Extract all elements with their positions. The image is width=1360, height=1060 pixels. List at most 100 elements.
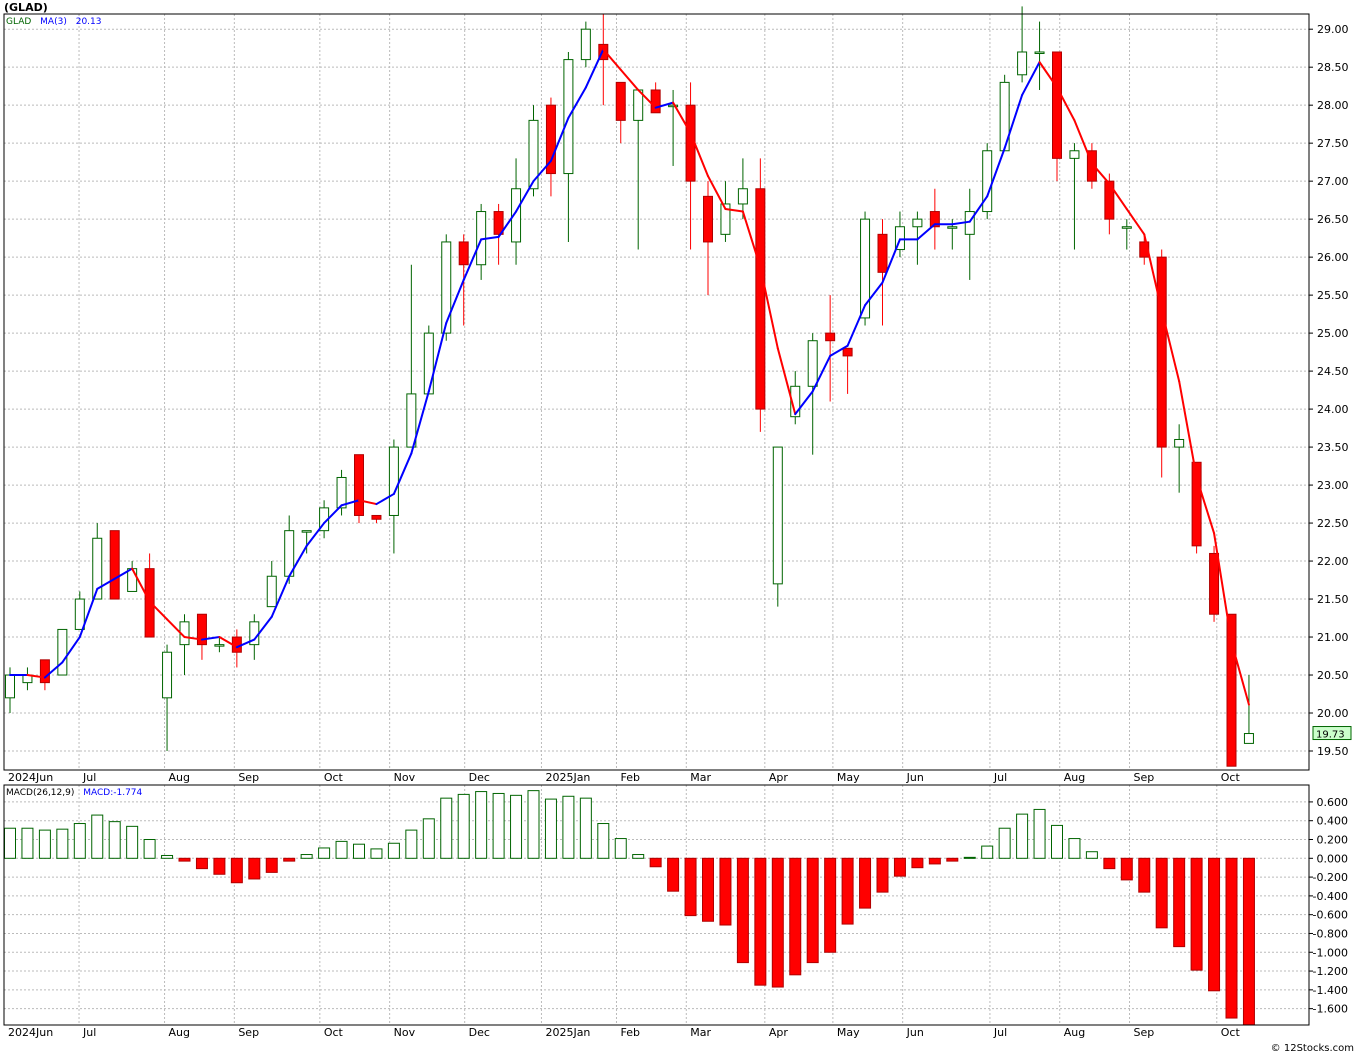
candle-up	[1174, 438, 1185, 448]
candle-up	[214, 644, 225, 647]
macd-x-tick-label: Sep	[238, 1026, 259, 1039]
price-tick-label: 19.50	[1317, 745, 1349, 758]
macd-bar-positive	[457, 793, 470, 859]
ma-segment	[43, 661, 64, 679]
price-x-tick-label: Apr	[769, 771, 789, 784]
legend-symbol: GLAD	[6, 17, 31, 27]
ma-segment	[183, 636, 203, 641]
macd-bar-positive	[21, 827, 34, 859]
macd-x-tick-label: Dec	[469, 1026, 490, 1039]
legend-ma-value: 20.13	[76, 17, 102, 27]
legend-ma-label: MA(3)	[40, 17, 67, 27]
macd-y-axis: 0.600 0.400 0.200 0.000 -0.200 -0.400 -0.600 -0…	[1309, 796, 1348, 1016]
macd-bar-positive	[632, 854, 645, 859]
macd-bar-negative	[1190, 857, 1203, 971]
price-x-tick-label: Sep	[238, 771, 259, 784]
last-price-label: 19.73	[1316, 730, 1345, 741]
macd-tick-label: 0.200	[1317, 834, 1349, 847]
ma-segment	[235, 638, 256, 649]
price-tick-label: 28.50	[1317, 61, 1349, 74]
last-price-box	[1312, 726, 1352, 741]
candle-up	[74, 598, 85, 630]
macd-x-tick-label: Aug	[169, 1026, 190, 1039]
macd-legend-value: MACD:-1.774	[83, 788, 142, 798]
macd-bar-positive	[597, 823, 610, 859]
candle-up	[1034, 51, 1045, 54]
ma-segment	[724, 208, 744, 213]
macd-bar-positive	[492, 792, 505, 859]
ma-segment	[26, 674, 46, 679]
candle-up	[860, 218, 871, 319]
ma-segment	[253, 615, 273, 641]
price-tick-label: 24.00	[1317, 403, 1349, 416]
price-y-axis: 19.50 20.00 20.50 21.00 21.50 22.00 22.50 23.00…	[1309, 23, 1349, 758]
candle-up	[668, 104, 679, 108]
macd-bar-positive	[440, 797, 453, 859]
candle-up	[772, 446, 783, 585]
price-legend: GLAD MA(3) 20.13	[6, 17, 101, 27]
macd-x-tick-label: 2025Jan	[545, 1026, 590, 1039]
macd-bar-positive	[387, 842, 400, 859]
macd-bar-positive	[579, 797, 592, 859]
ma-segment	[951, 220, 971, 226]
price-x-tick-label: Oct	[324, 771, 344, 784]
candle-up	[441, 241, 452, 334]
candle-down	[1191, 461, 1202, 547]
ma-segment	[707, 175, 727, 211]
macd-bar-positive	[963, 856, 976, 859]
price-tick-label: 29.00	[1317, 23, 1349, 36]
macd-bar-positive	[981, 845, 994, 859]
price-tick-label: 28.00	[1317, 99, 1349, 112]
macd-bars	[4, 790, 1255, 1026]
macd-bar-negative	[876, 857, 889, 893]
macd-bar-negative	[1138, 857, 1151, 893]
price-tick-label: 25.50	[1317, 289, 1349, 302]
price-x-axis: 2024Jun Jul Aug Sep Oct Nov Dec 2025Jan Feb Mar Ap…	[8, 771, 1240, 784]
candle-down	[650, 89, 661, 114]
macd-bar-positive	[475, 791, 488, 859]
candle-up	[266, 575, 277, 608]
macd-bar-negative	[1208, 857, 1221, 992]
candle-up	[528, 119, 539, 190]
ma-segment	[515, 180, 535, 213]
candle-down	[703, 195, 713, 243]
macd-bar-negative	[911, 857, 924, 869]
macd-x-tick-label: Aug	[1064, 1026, 1085, 1039]
ma-segment	[584, 48, 605, 89]
macd-bar-negative	[213, 857, 226, 875]
macd-legend: MACD(26,12,9) MACD:-1.774	[6, 788, 143, 798]
ma-segment	[462, 238, 483, 281]
macd-bar-positive	[1051, 824, 1063, 859]
price-x-tick-label: Aug	[1064, 771, 1085, 784]
candle-down	[615, 81, 626, 121]
macd-bar-positive	[353, 843, 365, 859]
macd-bar-negative	[754, 857, 767, 986]
ma-segment	[270, 575, 291, 618]
macd-bar-positive	[4, 827, 16, 859]
candle-up	[1069, 150, 1080, 159]
macd-bar-negative	[1120, 857, 1133, 881]
price-x-tick-label: Jul	[993, 771, 1007, 784]
ma-segment	[392, 452, 413, 495]
price-tick-label: 20.50	[1317, 669, 1349, 682]
candle-down	[1156, 256, 1167, 448]
ma-segment	[654, 101, 675, 109]
ma-segment	[113, 567, 134, 580]
ma-segment	[61, 636, 81, 664]
last-price-badge: 19.73	[1312, 726, 1352, 741]
macd-bar-negative	[841, 857, 854, 925]
candle-down	[109, 530, 120, 600]
ma-segment	[602, 48, 622, 71]
macd-bar-positive	[91, 814, 104, 859]
macd-bar-negative	[719, 857, 732, 926]
ma-segment	[1073, 119, 1093, 165]
macd-tick-label: 0.000	[1317, 852, 1349, 865]
price-tick-label: 25.00	[1317, 327, 1349, 340]
macd-bar-positive	[73, 823, 86, 859]
candle-up	[894, 226, 905, 251]
macd-x-tick-label: Oct	[1221, 1026, 1241, 1039]
macd-tick-label: -0.800	[1313, 927, 1348, 940]
ma-segment	[846, 304, 867, 347]
